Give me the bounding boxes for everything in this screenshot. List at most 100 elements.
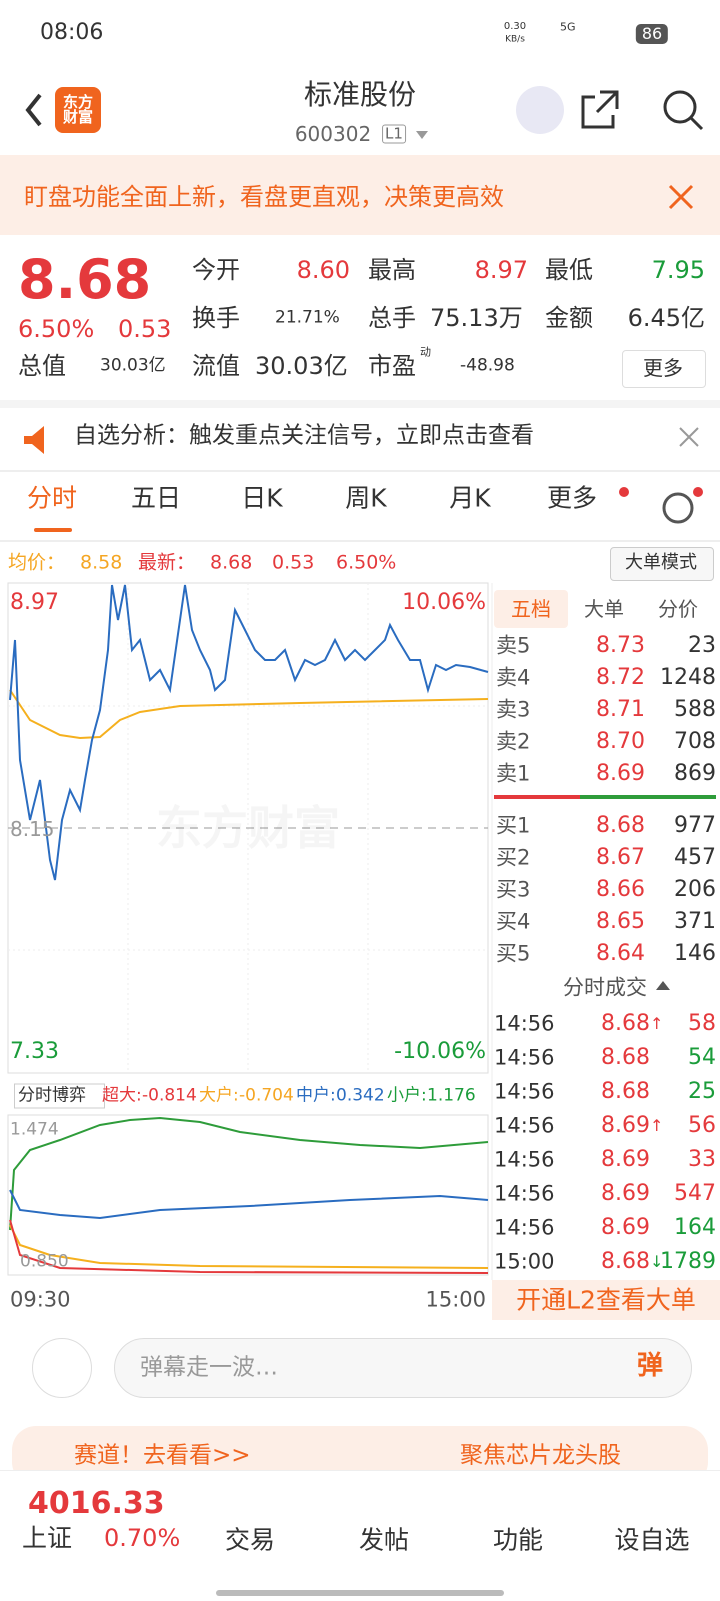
flow-selector[interactable]: 分时博弈 — [14, 1083, 105, 1109]
book-price: 8.72 — [596, 665, 645, 690]
share-icon[interactable] — [581, 90, 619, 129]
change-pct: 6.50% — [18, 315, 95, 343]
order-tab[interactable]: 大单 — [584, 597, 624, 621]
trade-price: 8.68 — [601, 1079, 650, 1104]
book-price: 8.66 — [596, 877, 645, 902]
promo-bg[interactable] — [492, 1280, 720, 1320]
trade-volume: 56 — [688, 1113, 716, 1138]
latest-pct: 6.50% — [336, 551, 397, 574]
flow-value: 0.342 — [336, 1085, 385, 1106]
trade-price: 8.69 — [601, 1113, 650, 1138]
book-label: 买4 — [496, 909, 531, 934]
book-label: 卖3 — [496, 697, 531, 722]
trade-time: 14:56 — [494, 1181, 555, 1206]
trade-price: 8.68 — [601, 1249, 650, 1274]
search-icon[interactable] — [663, 90, 697, 124]
chart-low-pct: -10.06% — [394, 1039, 486, 1064]
mode-button[interactable]: 大单模式 — [625, 552, 697, 573]
close-icon[interactable] — [679, 427, 699, 447]
field-value: 8.97 — [474, 256, 528, 284]
field-value: 30.03亿 — [100, 355, 166, 376]
book-volume: 708 — [674, 729, 716, 754]
trade-time: 14:56 — [494, 1113, 555, 1138]
change: 0.53 — [118, 315, 172, 343]
book-price: 8.64 — [596, 941, 645, 966]
avg-value: 8.58 — [80, 551, 123, 574]
field-value: 6.45亿 — [627, 304, 705, 332]
tab[interactable]: 更多 — [546, 483, 598, 513]
book-volume: 588 — [674, 697, 716, 722]
nav-item[interactable]: 功能 — [492, 1525, 544, 1555]
home-indicator — [216, 1590, 504, 1596]
banner-text: 盯盘功能全面上新，看盘更直观，决策更高效 — [24, 183, 504, 211]
field-value: 8.60 — [296, 256, 350, 284]
comment-button[interactable]: 弹 — [636, 1351, 664, 1381]
flow-super — [9, 1219, 489, 1274]
back-icon[interactable] — [25, 93, 42, 127]
book-label: 买5 — [496, 941, 531, 966]
tab[interactable]: 五日 — [130, 483, 182, 513]
nav-item[interactable]: 设自选 — [614, 1525, 690, 1555]
field-label: 今开 — [192, 256, 240, 284]
comment-icon[interactable] — [32, 1338, 92, 1398]
book-price: 8.68 — [596, 813, 645, 838]
ticker-right[interactable]: 聚焦芯片龙头股 — [460, 1442, 621, 1469]
tab[interactable]: 周K — [345, 483, 387, 513]
latest-change: 0.53 — [272, 551, 315, 574]
stock-code: 600302 — [294, 122, 372, 146]
order-tab[interactable]: 分价 — [658, 597, 698, 621]
price: 8.68 — [18, 248, 152, 311]
badge — [619, 487, 629, 497]
trade-arrow: ↑ — [650, 1116, 664, 1135]
book-volume: 23 — [688, 633, 716, 658]
flow-label: 超大: — [102, 1085, 142, 1106]
trade-volume: 58 — [688, 1011, 716, 1036]
field-label: 总手 — [368, 304, 416, 332]
stock-name: 标准股份 — [303, 78, 417, 111]
trade-volume: 1789 — [660, 1249, 716, 1274]
logo[interactable]: 东方财富 — [62, 93, 93, 126]
index-value[interactable]: 4016.33 — [28, 1486, 165, 1521]
comment-placeholder[interactable]: 弹幕走一波… — [140, 1354, 278, 1381]
field-label: 总值 — [18, 352, 66, 380]
more-button-bg[interactable] — [622, 350, 706, 388]
close-icon[interactable] — [668, 184, 694, 210]
flow-label: 大户: — [199, 1085, 239, 1106]
order-tab-bg[interactable] — [494, 590, 568, 628]
tab-underline — [34, 528, 72, 532]
nav-item[interactable]: 发帖 — [358, 1525, 410, 1555]
trade-time: 14:56 — [494, 1011, 555, 1036]
chart-low: 7.33 — [10, 1039, 59, 1064]
trade-time: 14:56 — [494, 1147, 555, 1172]
book-price: 8.67 — [596, 845, 645, 870]
book-label: 买2 — [496, 845, 531, 870]
flow-label: 中户: — [296, 1085, 336, 1106]
book-volume: 457 — [674, 845, 716, 870]
flow-mid — [9, 1189, 489, 1220]
mode-button-bg[interactable] — [610, 547, 714, 581]
field-label: 换手 — [192, 304, 240, 332]
order-tab[interactable]: 五档 — [511, 597, 551, 621]
promo-text[interactable]: 开通L2查看大单 — [516, 1285, 696, 1315]
more-button[interactable]: 更多 — [643, 356, 683, 380]
speaker-icon — [24, 426, 44, 454]
avg-label: 均价： — [8, 551, 66, 574]
trade-arrow: ↑ — [650, 1014, 664, 1033]
tab[interactable]: 月K — [449, 483, 491, 513]
tab[interactable]: 分时 — [26, 483, 78, 513]
ticker-left[interactable]: 赛道！去看看>> — [74, 1442, 251, 1469]
book-price: 8.65 — [596, 909, 645, 934]
trades-title: 分时成交 — [563, 975, 647, 1000]
comment-bg[interactable] — [114, 1338, 692, 1398]
settings-icon[interactable] — [662, 492, 694, 524]
assistant-icon[interactable] — [516, 86, 564, 134]
book-price: 8.73 — [596, 633, 645, 658]
tab[interactable]: 日K — [241, 483, 283, 513]
avg-line — [9, 689, 489, 740]
trade-time: 15:00 — [494, 1249, 555, 1274]
book-volume: 146 — [674, 941, 716, 966]
field-value: -48.98 — [460, 355, 515, 376]
book-label: 买1 — [496, 813, 531, 838]
dropdown[interactable] — [416, 131, 428, 139]
nav-item[interactable]: 交易 — [224, 1525, 276, 1555]
